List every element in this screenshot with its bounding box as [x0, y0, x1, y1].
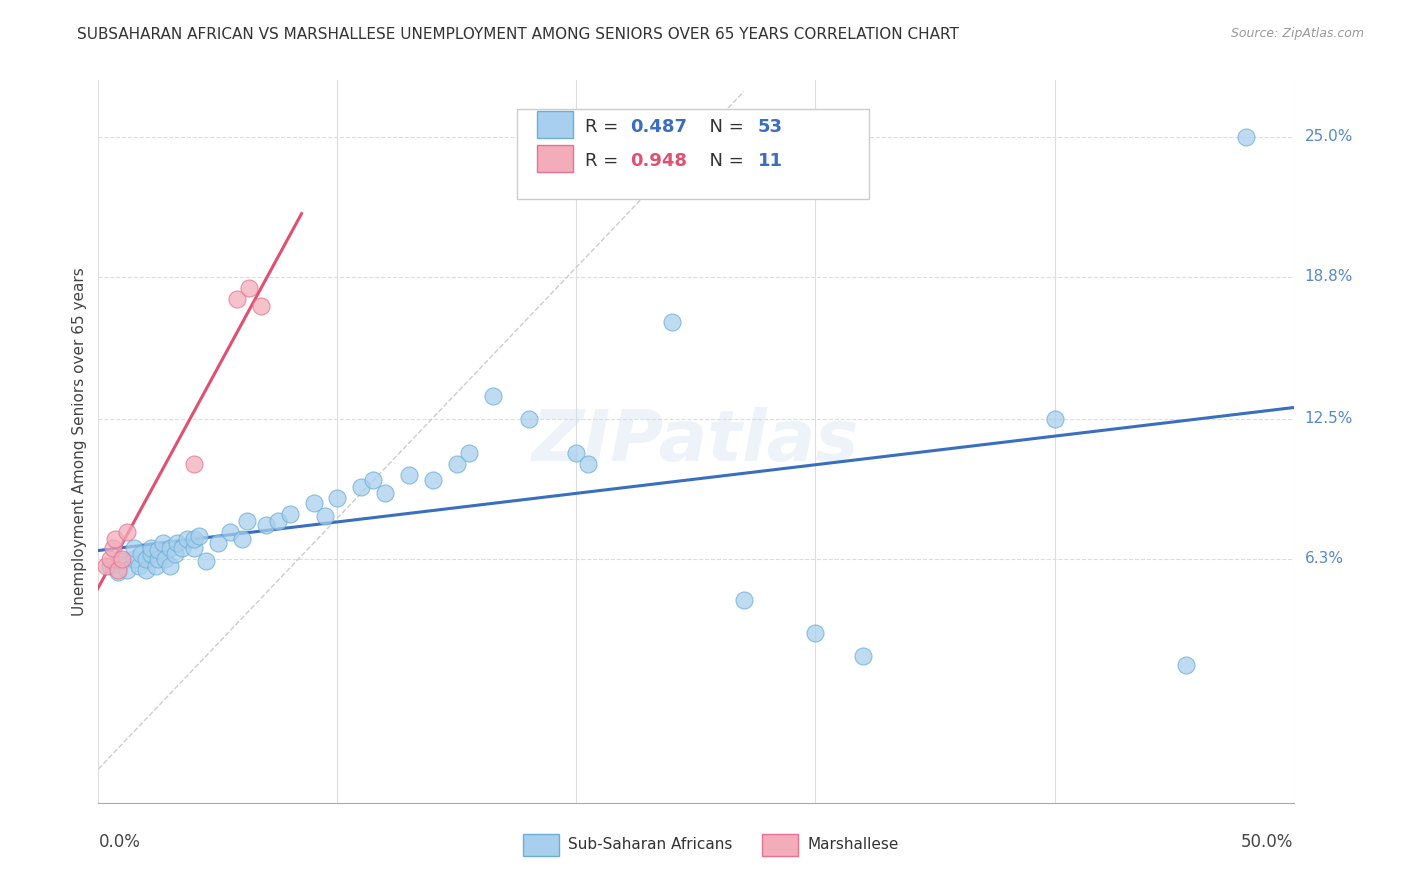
- Point: [302, 495, 325, 509]
- Point: [1234, 129, 1257, 144]
- Text: R =: R =: [585, 119, 624, 136]
- Point: [115, 563, 138, 577]
- Text: Sub-Saharan Africans: Sub-Saharan Africans: [568, 838, 733, 852]
- Point: [111, 552, 134, 566]
- Text: R =: R =: [585, 153, 624, 170]
- FancyBboxPatch shape: [762, 834, 797, 855]
- Point: [128, 558, 150, 573]
- Point: [1175, 658, 1198, 673]
- Text: 50.0%: 50.0%: [1241, 833, 1294, 851]
- Text: 12.5%: 12.5%: [1305, 411, 1353, 426]
- Point: [374, 486, 396, 500]
- Point: [172, 541, 194, 555]
- Point: [107, 563, 129, 577]
- Point: [183, 541, 205, 555]
- Point: [219, 524, 242, 539]
- Point: [195, 554, 218, 568]
- Point: [422, 473, 444, 487]
- Text: 11: 11: [758, 153, 783, 170]
- Point: [159, 558, 181, 573]
- FancyBboxPatch shape: [523, 834, 558, 855]
- Point: [176, 532, 198, 546]
- Y-axis label: Unemployment Among Seniors over 65 years: Unemployment Among Seniors over 65 years: [72, 268, 87, 615]
- Text: 53: 53: [758, 119, 783, 136]
- Point: [187, 529, 209, 543]
- Text: N =: N =: [699, 119, 749, 136]
- Point: [98, 558, 122, 573]
- Point: [578, 457, 600, 471]
- Point: [124, 552, 146, 566]
- Point: [139, 548, 162, 562]
- Point: [111, 554, 134, 568]
- Text: 6.3%: 6.3%: [1305, 551, 1344, 566]
- Point: [207, 536, 229, 550]
- Point: [183, 457, 205, 471]
- Text: 0.0%: 0.0%: [98, 833, 141, 851]
- Point: [398, 468, 420, 483]
- FancyBboxPatch shape: [537, 145, 572, 172]
- Text: N =: N =: [699, 153, 749, 170]
- Point: [481, 389, 505, 403]
- Point: [565, 446, 588, 460]
- Point: [135, 552, 157, 566]
- Point: [124, 541, 146, 555]
- Point: [159, 541, 181, 555]
- Point: [226, 293, 249, 307]
- Point: [152, 536, 174, 550]
- Point: [115, 524, 138, 539]
- Point: [135, 563, 157, 577]
- Point: [139, 541, 162, 555]
- FancyBboxPatch shape: [537, 111, 572, 138]
- Point: [94, 558, 117, 573]
- FancyBboxPatch shape: [517, 109, 869, 200]
- Point: [101, 541, 124, 555]
- Point: [363, 473, 385, 487]
- Point: [315, 509, 337, 524]
- Point: [235, 514, 257, 528]
- Point: [267, 514, 290, 528]
- Point: [804, 626, 827, 640]
- Point: [250, 299, 273, 313]
- Point: [98, 552, 122, 566]
- Point: [104, 532, 127, 546]
- Point: [278, 507, 301, 521]
- Point: [148, 552, 170, 566]
- Point: [446, 457, 468, 471]
- Point: [145, 558, 167, 573]
- Point: [254, 518, 277, 533]
- Text: Source: ZipAtlas.com: Source: ZipAtlas.com: [1230, 27, 1364, 40]
- Point: [326, 491, 349, 505]
- Point: [238, 281, 260, 295]
- Point: [166, 536, 188, 550]
- Point: [148, 542, 170, 557]
- Point: [155, 552, 177, 566]
- Point: [1043, 412, 1066, 426]
- Text: 0.948: 0.948: [630, 153, 688, 170]
- Text: 0.487: 0.487: [630, 119, 688, 136]
- Point: [517, 412, 540, 426]
- Point: [733, 592, 755, 607]
- Text: 18.8%: 18.8%: [1305, 269, 1353, 285]
- Text: SUBSAHARAN AFRICAN VS MARSHALLESE UNEMPLOYMENT AMONG SENIORS OVER 65 YEARS CORRE: SUBSAHARAN AFRICAN VS MARSHALLESE UNEMPL…: [77, 27, 959, 42]
- Point: [852, 648, 875, 663]
- Point: [661, 315, 683, 329]
- Point: [163, 548, 186, 562]
- Point: [131, 548, 153, 562]
- Text: ZIPatlas: ZIPatlas: [533, 407, 859, 476]
- Point: [458, 446, 481, 460]
- Point: [107, 566, 129, 580]
- Point: [350, 480, 373, 494]
- Point: [231, 532, 253, 546]
- Point: [183, 532, 205, 546]
- Text: 25.0%: 25.0%: [1305, 129, 1353, 145]
- Text: Marshallese: Marshallese: [807, 838, 898, 852]
